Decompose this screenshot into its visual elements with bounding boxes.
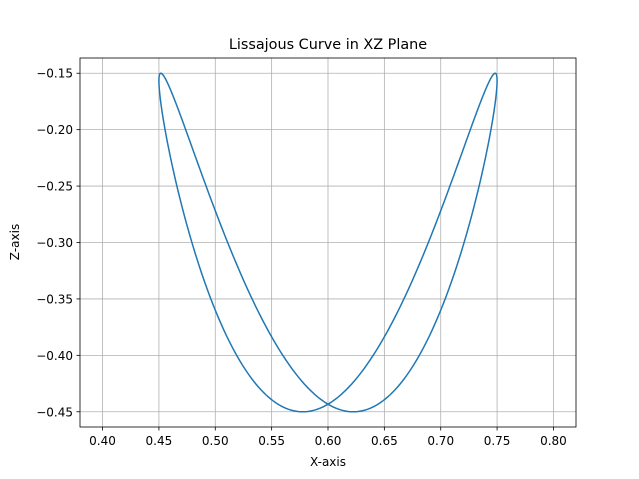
y-tick-label: −0.25 xyxy=(36,180,73,194)
y-tick-label: −0.35 xyxy=(36,292,73,306)
x-axis-label: X-axis xyxy=(310,455,346,469)
y-tick-label: −0.40 xyxy=(36,349,73,363)
x-tick-label: 0.40 xyxy=(89,434,116,448)
y-axis-label: Z-axis xyxy=(8,224,22,260)
y-tick-label: −0.45 xyxy=(36,405,73,419)
x-tick-label: 0.45 xyxy=(146,434,173,448)
chart-title: Lissajous Curve in XZ Plane xyxy=(229,37,427,53)
plot-area xyxy=(158,72,498,413)
x-tick-label: 0.65 xyxy=(371,434,398,448)
y-axis-ticks: −0.45 −0.40 −0.35 −0.30 −0.25 −0.20 −0.15 xyxy=(36,67,80,419)
y-tick-label: −0.30 xyxy=(36,236,73,250)
x-tick-label: 0.60 xyxy=(315,434,342,448)
x-tick-label: 0.75 xyxy=(484,434,511,448)
x-axis-ticks: 0.40 0.45 0.50 0.55 0.60 0.65 0.70 0.75 0.80 xyxy=(89,427,567,448)
y-tick-label: −0.20 xyxy=(36,123,73,137)
grid xyxy=(80,58,576,427)
x-tick-label: 0.80 xyxy=(540,434,567,448)
series-line xyxy=(158,72,498,413)
y-tick-label: −0.15 xyxy=(36,67,73,81)
x-tick-label: 0.70 xyxy=(427,434,454,448)
x-tick-label: 0.55 xyxy=(258,434,285,448)
x-tick-label: 0.50 xyxy=(202,434,229,448)
